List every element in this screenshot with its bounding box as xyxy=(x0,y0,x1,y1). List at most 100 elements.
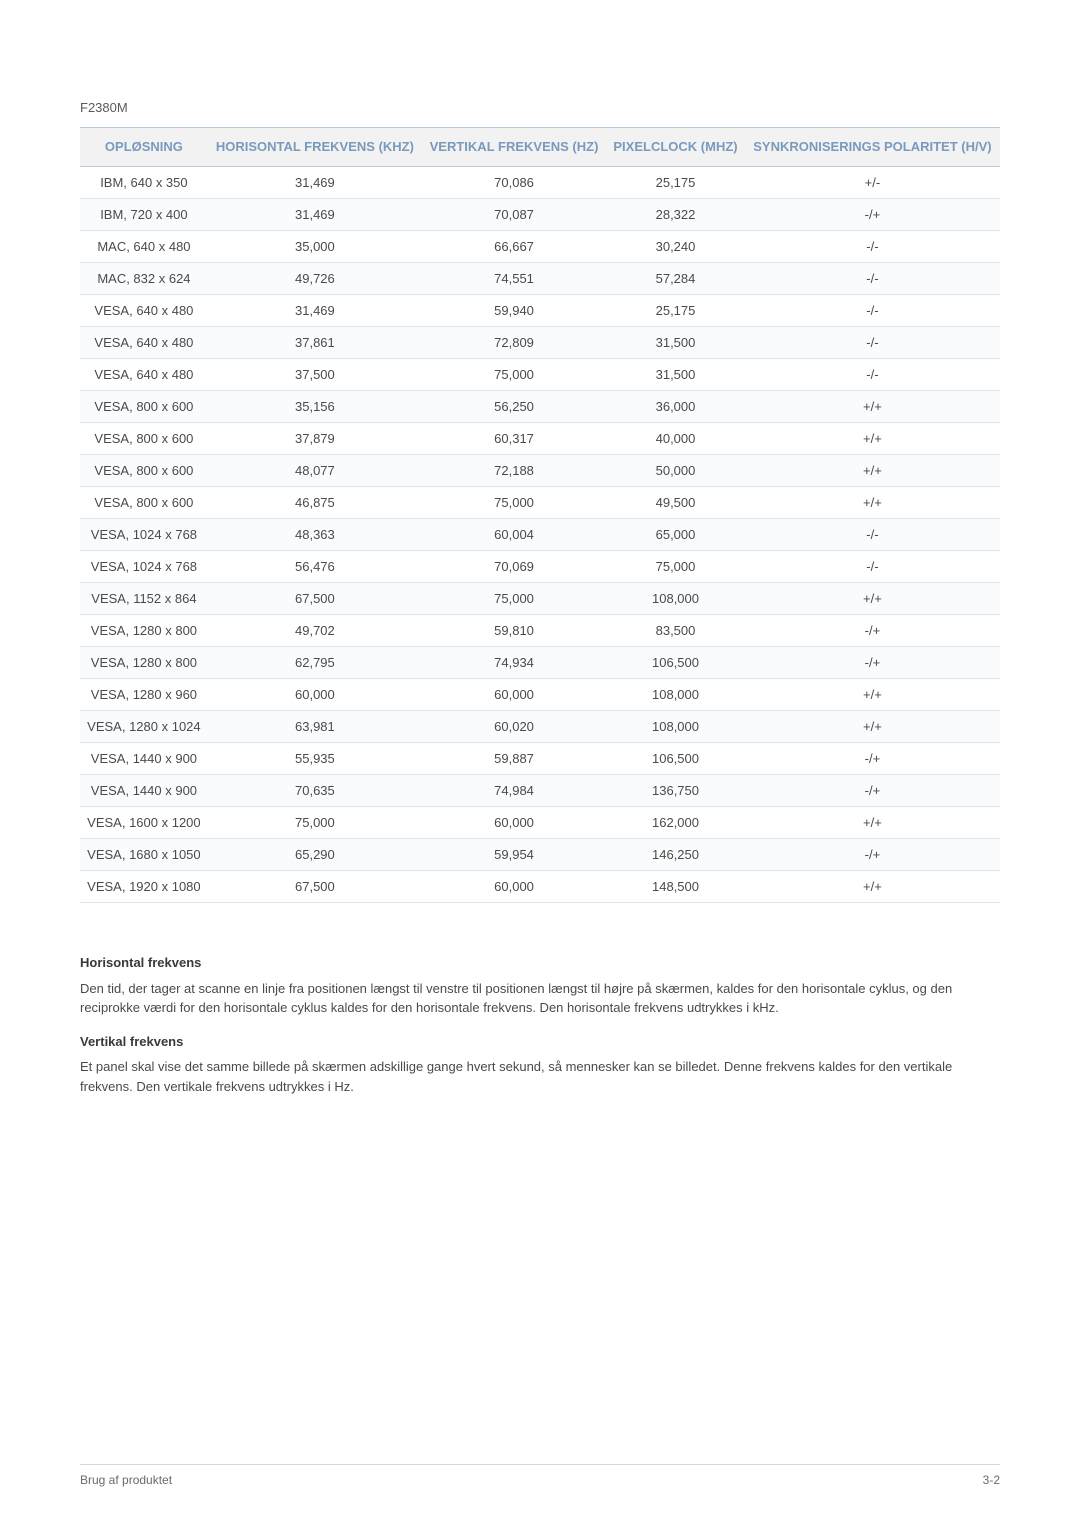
table-cell: 40,000 xyxy=(606,423,745,455)
table-cell: 106,500 xyxy=(606,647,745,679)
table-cell: 60,000 xyxy=(422,871,606,903)
table-cell: 50,000 xyxy=(606,455,745,487)
table-row: VESA, 1024 x 76848,36360,00465,000-/- xyxy=(80,519,1000,551)
table-cell: -/- xyxy=(745,359,1000,391)
descriptions: Horisontal frekvens Den tid, der tager a… xyxy=(80,953,1000,1096)
table-cell: VESA, 1280 x 1024 xyxy=(80,711,208,743)
table-cell: 67,500 xyxy=(208,871,422,903)
table-cell: 75,000 xyxy=(422,487,606,519)
table-cell: VESA, 1152 x 864 xyxy=(80,583,208,615)
table-cell: +/+ xyxy=(745,871,1000,903)
col-hfreq: HORISONTAL FREKVENS (KHZ) xyxy=(208,128,422,167)
table-cell: 60,000 xyxy=(422,679,606,711)
horisontal-title: Horisontal frekvens xyxy=(80,953,1000,973)
table-cell: 31,469 xyxy=(208,199,422,231)
table-cell: VESA, 1920 x 1080 xyxy=(80,871,208,903)
table-cell: 30,240 xyxy=(606,231,745,263)
table-cell: VESA, 1280 x 800 xyxy=(80,615,208,647)
table-cell: 70,069 xyxy=(422,551,606,583)
table-cell: VESA, 800 x 600 xyxy=(80,455,208,487)
table-cell: 67,500 xyxy=(208,583,422,615)
table-cell: 36,000 xyxy=(606,391,745,423)
table-row: VESA, 1600 x 120075,00060,000162,000+/+ xyxy=(80,807,1000,839)
table-body: IBM, 640 x 35031,46970,08625,175+/-IBM, … xyxy=(80,167,1000,903)
table-cell: IBM, 720 x 400 xyxy=(80,199,208,231)
page-footer: Brug af produktet 3-2 xyxy=(80,1464,1000,1487)
table-cell: 55,935 xyxy=(208,743,422,775)
table-cell: 108,000 xyxy=(606,583,745,615)
table-cell: +/- xyxy=(745,167,1000,199)
table-cell: +/+ xyxy=(745,423,1000,455)
table-header-row: OPLØSNING HORISONTAL FREKVENS (KHZ) VERT… xyxy=(80,128,1000,167)
table-cell: +/+ xyxy=(745,583,1000,615)
table-cell: 60,000 xyxy=(208,679,422,711)
table-cell: 74,984 xyxy=(422,775,606,807)
footer-left: Brug af produktet xyxy=(80,1473,172,1487)
table-cell: -/- xyxy=(745,519,1000,551)
table-cell: 148,500 xyxy=(606,871,745,903)
table-cell: 75,000 xyxy=(208,807,422,839)
table-cell: 49,726 xyxy=(208,263,422,295)
table-row: VESA, 1280 x 80049,70259,81083,500-/+ xyxy=(80,615,1000,647)
table-cell: 37,861 xyxy=(208,327,422,359)
table-row: IBM, 640 x 35031,46970,08625,175+/- xyxy=(80,167,1000,199)
table-cell: VESA, 1280 x 960 xyxy=(80,679,208,711)
table-cell: -/- xyxy=(745,551,1000,583)
table-cell: 60,000 xyxy=(422,807,606,839)
table-cell: 162,000 xyxy=(606,807,745,839)
table-cell: 59,887 xyxy=(422,743,606,775)
table-cell: 65,000 xyxy=(606,519,745,551)
table-cell: +/+ xyxy=(745,807,1000,839)
table-row: VESA, 800 x 60035,15656,25036,000+/+ xyxy=(80,391,1000,423)
table-cell: VESA, 640 x 480 xyxy=(80,295,208,327)
col-vfreq: VERTIKAL FREKVENS (HZ) xyxy=(422,128,606,167)
table-cell: 31,469 xyxy=(208,167,422,199)
table-row: VESA, 800 x 60037,87960,31740,000+/+ xyxy=(80,423,1000,455)
table-row: VESA, 1440 x 90070,63574,984136,750-/+ xyxy=(80,775,1000,807)
table-cell: IBM, 640 x 350 xyxy=(80,167,208,199)
table-cell: -/+ xyxy=(745,615,1000,647)
table-cell: 66,667 xyxy=(422,231,606,263)
table-row: VESA, 800 x 60046,87575,00049,500+/+ xyxy=(80,487,1000,519)
table-cell: -/+ xyxy=(745,839,1000,871)
table-cell: VESA, 1024 x 768 xyxy=(80,551,208,583)
table-cell: 49,500 xyxy=(606,487,745,519)
table-row: VESA, 640 x 48037,50075,00031,500-/- xyxy=(80,359,1000,391)
table-cell: 70,087 xyxy=(422,199,606,231)
table-cell: 59,954 xyxy=(422,839,606,871)
table-row: VESA, 640 x 48031,46959,94025,175-/- xyxy=(80,295,1000,327)
table-cell: 57,284 xyxy=(606,263,745,295)
table-cell: 59,810 xyxy=(422,615,606,647)
table-cell: VESA, 800 x 600 xyxy=(80,391,208,423)
table-cell: 75,000 xyxy=(422,359,606,391)
horisontal-body: Den tid, der tager at scanne en linje fr… xyxy=(80,979,1000,1018)
table-cell: 31,500 xyxy=(606,359,745,391)
table-cell: MAC, 640 x 480 xyxy=(80,231,208,263)
table-cell: 48,077 xyxy=(208,455,422,487)
table-cell: MAC, 832 x 624 xyxy=(80,263,208,295)
table-cell: 75,000 xyxy=(606,551,745,583)
table-cell: VESA, 1680 x 1050 xyxy=(80,839,208,871)
table-cell: -/- xyxy=(745,263,1000,295)
table-cell: -/- xyxy=(745,231,1000,263)
table-row: VESA, 640 x 48037,86172,80931,500-/- xyxy=(80,327,1000,359)
table-cell: 70,086 xyxy=(422,167,606,199)
table-cell: +/+ xyxy=(745,487,1000,519)
table-cell: 74,934 xyxy=(422,647,606,679)
table-cell: +/+ xyxy=(745,391,1000,423)
table-cell: -/+ xyxy=(745,775,1000,807)
table-row: MAC, 832 x 62449,72674,55157,284-/- xyxy=(80,263,1000,295)
table-cell: VESA, 800 x 600 xyxy=(80,423,208,455)
table-cell: 72,809 xyxy=(422,327,606,359)
table-row: VESA, 1680 x 105065,29059,954146,250-/+ xyxy=(80,839,1000,871)
table-cell: -/- xyxy=(745,327,1000,359)
table-cell: 28,322 xyxy=(606,199,745,231)
table-cell: -/+ xyxy=(745,647,1000,679)
table-cell: 37,879 xyxy=(208,423,422,455)
table-cell: VESA, 1280 x 800 xyxy=(80,647,208,679)
table-cell: 48,363 xyxy=(208,519,422,551)
table-cell: 60,317 xyxy=(422,423,606,455)
table-cell: 72,188 xyxy=(422,455,606,487)
table-row: VESA, 1280 x 102463,98160,020108,000+/+ xyxy=(80,711,1000,743)
table-row: IBM, 720 x 40031,46970,08728,322-/+ xyxy=(80,199,1000,231)
